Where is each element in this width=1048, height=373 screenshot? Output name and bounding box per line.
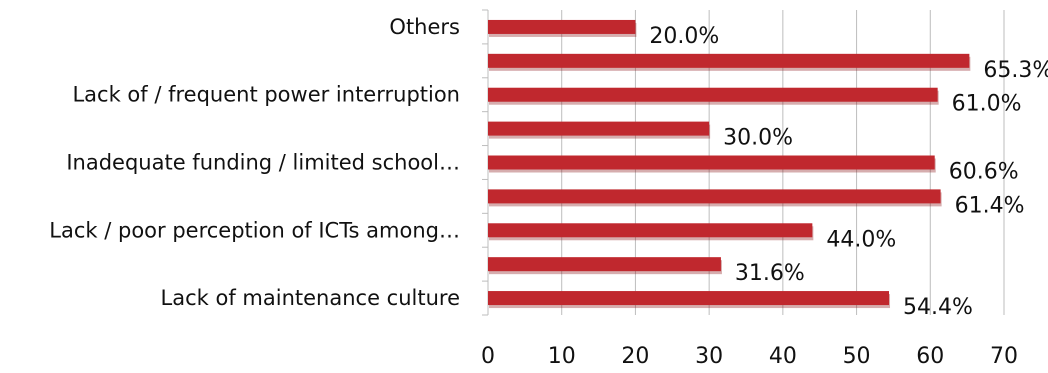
bar (488, 121, 710, 136)
bar (488, 87, 938, 102)
x-tick-label: 30 (695, 344, 723, 369)
bar (488, 19, 636, 34)
bar (488, 53, 970, 68)
data-label: 30.0% (723, 126, 793, 151)
data-label: 61.4% (955, 193, 1025, 218)
category-label: Lack of maintenance culture (161, 286, 460, 310)
bar (488, 189, 941, 204)
x-tick-label: 50 (843, 344, 871, 369)
category-labels: Lack of maintenance culture Lack / poor p… (49, 15, 460, 310)
x-tick-label: 40 (769, 344, 797, 369)
x-tick-label: 10 (548, 344, 576, 369)
data-label: 54.4% (903, 295, 973, 320)
bar (488, 155, 935, 170)
value-labels: 54.4% 31.6% 44.0% 61.4% 60.6% 30.0% 61.0% 65.3%… (649, 24, 1048, 320)
data-label: 60.6% (949, 160, 1019, 185)
data-label: 61.0% (952, 92, 1022, 117)
category-label: Lack / poor perception of ICTs among… (49, 218, 460, 242)
data-label: 31.6% (735, 261, 805, 286)
category-label: Others (389, 15, 460, 39)
bar (488, 223, 813, 238)
data-label: 20.0% (649, 24, 719, 49)
bar (488, 291, 890, 306)
category-label: Inadequate funding / limited school… (66, 151, 460, 175)
bar (488, 257, 721, 272)
x-tick-label: 20 (621, 344, 649, 369)
bars (488, 19, 971, 309)
category-label: Lack of / frequent power interruption (72, 83, 460, 107)
x-tick-label: 60 (916, 344, 944, 369)
x-tick-label: 70 (990, 344, 1018, 369)
x-axis-ticks: 0 10 20 30 40 50 60 70 (481, 344, 1018, 369)
x-tick-label: 0 (481, 344, 495, 369)
data-label: 44.0% (826, 227, 896, 252)
data-label: 65.3% (983, 58, 1048, 83)
